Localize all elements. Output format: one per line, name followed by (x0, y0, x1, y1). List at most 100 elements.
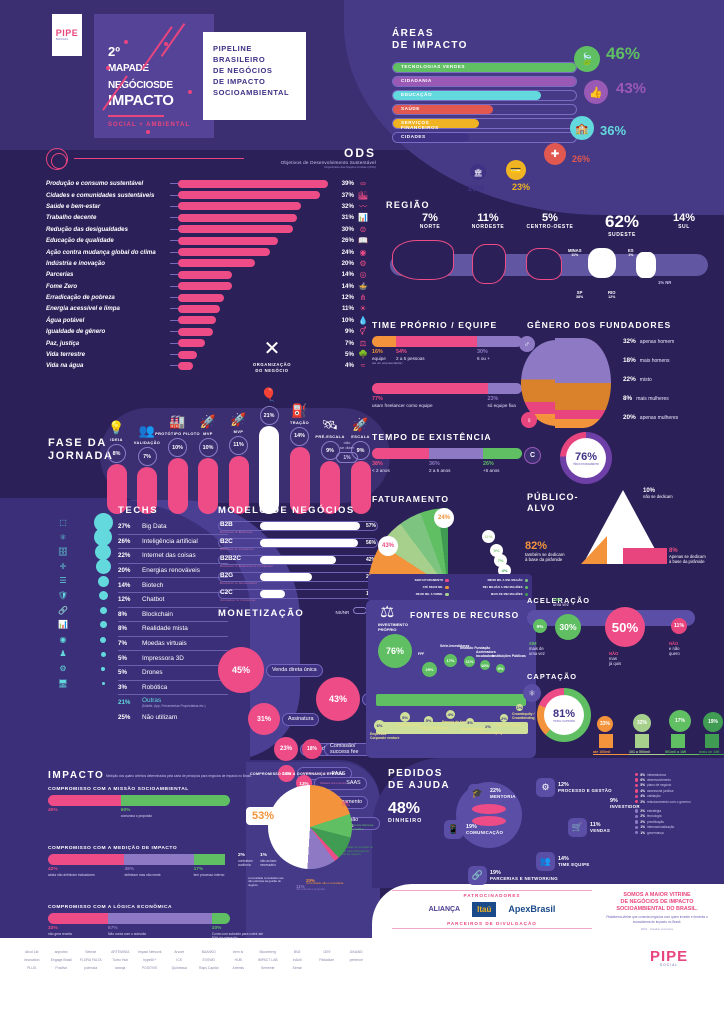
genero-pct: 18% (623, 357, 636, 364)
ods-leader (170, 274, 178, 276)
area-row: EDUCAÇÃO (392, 90, 577, 104)
governanca-text: comunidade no conselho ou comitê para pa… (338, 845, 373, 857)
governanca-pct: 20% (306, 878, 315, 883)
faturamento-slice-pct: 9% (490, 544, 503, 557)
regiao-name: NORTE (419, 224, 441, 230)
ods-row: Energia acessível e limpa 11% ☀ (46, 303, 376, 314)
stage-icon: 💡 (108, 420, 125, 436)
pedido-label: TIME EQUIPE (558, 862, 590, 867)
tech-bubble (95, 543, 111, 560)
ods-bar (178, 293, 225, 302)
time1-pct: 54% (396, 349, 407, 355)
captacao-stem (599, 734, 613, 748)
ods-label: Vida terrestre (46, 351, 86, 359)
regiao-pct: 14% (672, 212, 696, 224)
regiao-item: 5% CENTRO-OESTE (520, 212, 580, 230)
area-label: CIDADES (401, 134, 426, 140)
governanca-caption: COMPROMISSO COM A GOVERNANÇA EFETIVA (250, 772, 344, 776)
map-centro-oeste (526, 248, 562, 280)
ods-pct: 39% (341, 180, 354, 188)
state-name: MINAS (568, 248, 582, 253)
regiao-title: REGIÃO (386, 200, 430, 210)
tech-bubble-wrap (86, 559, 120, 575)
tech-row: 22% Internet das coisas (118, 549, 228, 564)
pedido-list-item: 2% precificação (635, 819, 719, 824)
list-dot (635, 820, 639, 824)
time1-segment (372, 336, 396, 347)
ods-bar-area (178, 270, 328, 279)
state-pct: 38% (576, 295, 584, 299)
tempo-label: < 2 anos (372, 467, 390, 473)
stage-icon: 🚀 (199, 414, 217, 430)
jornada-stage: ⛽ TRAÇÃO 14% (287, 402, 312, 514)
captacao-title: CAPTAÇÃO (527, 672, 578, 681)
genero-pct: 22% (623, 376, 636, 383)
ods-bar-area (178, 339, 328, 348)
regiao-name: CENTRO-OESTE (526, 224, 574, 230)
genero-pie-right (555, 338, 611, 428)
genero-row: 8% mais mulheres (623, 395, 669, 402)
ods-bar-area (178, 191, 328, 200)
regiao-state: ES 1% (628, 248, 634, 258)
modelo-track (218, 521, 378, 531)
monetizacao-label: Venda direta única (272, 667, 317, 673)
partner-logo-21: in3citi (292, 958, 302, 962)
impacto-caption: COMPROMISSO COM A MEDIÇÃO DE IMPACTO (48, 846, 178, 851)
genero-row: 18% mais homens (623, 357, 670, 364)
hero-card-line-4: SOCIOAMBIENTAL (213, 88, 290, 97)
legend-dot (524, 585, 528, 590)
time1-pct: 16% (372, 349, 383, 355)
fontes-bottom-label: Empresas Corporate venture (370, 732, 400, 741)
ods-bar-area (178, 259, 328, 268)
ods-pct: 11% (341, 305, 354, 313)
tech-row: 27% Big Data (118, 520, 228, 535)
pedido-row: 🎓 22% MENTORIA (468, 784, 516, 803)
tech-bubble (100, 636, 106, 643)
partner-logo-28: POSITIVE (141, 966, 158, 970)
time1-label: equipe (372, 355, 386, 361)
stage-name: PROTÓTIPO PILOTO (155, 431, 200, 437)
faturamento-legend-item: SEM FATURAMENTO (372, 577, 449, 584)
partner-logo-4: Impact Network (137, 950, 162, 954)
list-label: infraestrutura (647, 772, 666, 777)
publico-title: PÚBLICO- ALVO (527, 492, 722, 514)
ods-row: Parcerias 14% ◎ (46, 269, 376, 280)
tech-icon-0: ⬚ (59, 518, 67, 527)
ods-bar-area (178, 248, 328, 257)
time2-segment (487, 383, 522, 394)
list-dot (635, 783, 639, 788)
tech-label: Chatbot (142, 596, 165, 604)
jornada-title-l1: FASE DA (48, 437, 107, 449)
stage-pct: 10% (198, 438, 218, 458)
tech-row: 3% Robótica (118, 681, 228, 696)
partner-logo-24: PLUG (27, 966, 37, 970)
tech-bubble-wrap (86, 589, 120, 604)
pedido-icon: ⚙ (536, 778, 555, 797)
ods-icon: 📖 (358, 236, 368, 246)
modelo-sub: Consumer to Consumer (220, 597, 256, 602)
list-pct: 2% (640, 799, 645, 804)
list-label: estratégia (647, 809, 661, 814)
areas-impacto-section: ÁREAS DE IMPACTO TECNOLOGIAS VERDES CIDAD… (392, 28, 646, 193)
techs-panel-bg2 (0, 498, 250, 763)
ods-icon: ⚖ (359, 338, 367, 348)
ods-label: Fome Zero (46, 282, 78, 290)
list-label: relacionamento com o governo (647, 799, 691, 804)
captacao-bubble: 17% (669, 710, 691, 732)
modelo-sub: Business to Business to Consumer (220, 563, 273, 568)
governanca-text: comunidade existe liderança altamente co… (338, 823, 374, 831)
list-pct: 4% (640, 794, 645, 799)
impacto-segment (120, 795, 230, 806)
techs-outras-pct: 21% (118, 698, 131, 706)
stage-icon: ⛽ (291, 402, 308, 418)
stage-icon: 👥 (138, 423, 156, 439)
genero-pct: 32% (623, 338, 636, 345)
tech-row: 7% Moedas virtuais (118, 637, 228, 652)
legend-label: R$1 MILHÃO A R$2 MILHÕES (482, 586, 523, 589)
partner-logo-16: hype60+ (143, 958, 157, 962)
faturamento-title: FATURAMENTO (372, 494, 450, 504)
tech-bubble (99, 606, 107, 614)
sponsors-panel-bg (372, 884, 724, 940)
